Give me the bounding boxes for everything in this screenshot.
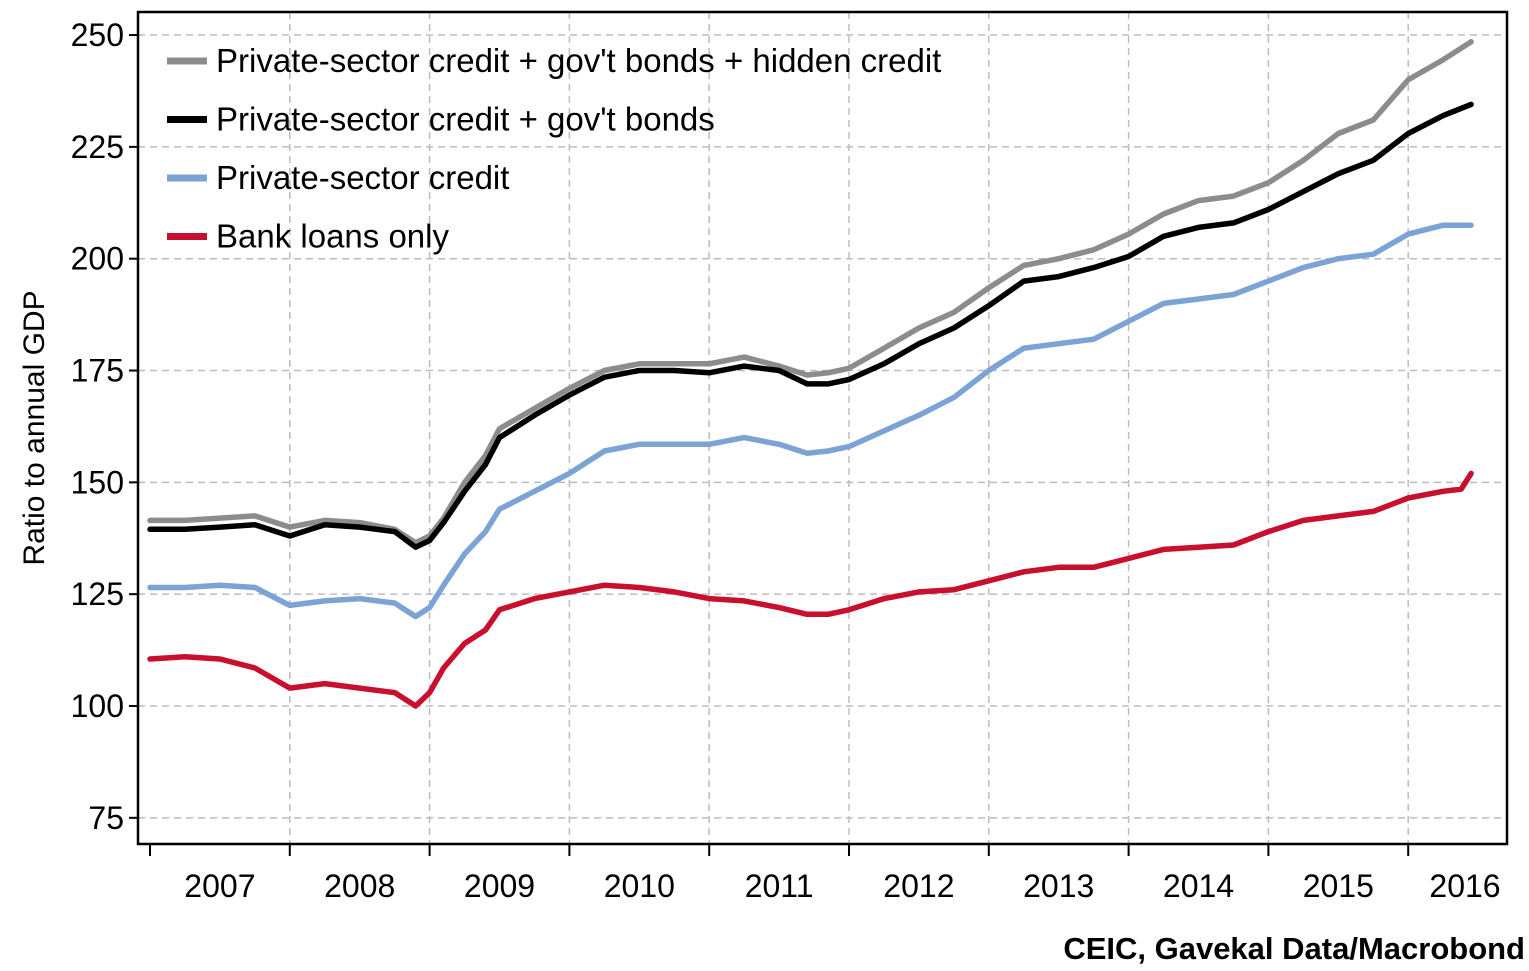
source-note: CEIC, Gavekal Data/Macrobond	[1063, 931, 1525, 966]
y-tick-label: 125	[71, 576, 124, 612]
gridlines	[138, 12, 1507, 844]
y-tick-label: 225	[71, 129, 124, 165]
y-axis-title: Ratio to annual GDP	[18, 290, 51, 565]
x-tick-label: 2008	[324, 868, 395, 904]
series-line	[147, 470, 1474, 709]
x-tick-label: 2014	[1163, 868, 1234, 904]
series-lines	[147, 39, 1474, 709]
y-axis: 75 100 125 150 175 200 225 250	[71, 17, 138, 836]
series-line	[147, 101, 1474, 550]
x-axis: 2007 2008 2009 2010 2011 2012 2013 2014 2015 2016	[149, 844, 1501, 904]
x-tick-label: 2011	[745, 868, 814, 904]
x-tick-label: 2009	[464, 868, 535, 904]
x-tick-label: 2010	[604, 868, 675, 904]
plot-frame	[136, 10, 1509, 846]
x-tick-label: 2012	[883, 868, 954, 904]
x-tick-label: 2007	[184, 868, 255, 904]
series-line	[147, 222, 1474, 620]
y-tick-label: 250	[71, 17, 124, 53]
legend-label: Private-sector credit	[216, 159, 509, 196]
y-tick-label: 175	[71, 353, 124, 389]
legend-label: Bank loans only	[216, 218, 449, 255]
x-tick-label: 2013	[1023, 868, 1094, 904]
legend-label: Private-sector credit + gov't bonds + hi…	[216, 42, 941, 79]
legend: Private-sector credit + gov't bonds + hi…	[167, 42, 941, 255]
y-tick-label: 200	[71, 241, 124, 277]
y-tick-label: 150	[71, 464, 124, 500]
x-tick-label: 2015	[1303, 868, 1374, 904]
y-tick-label: 100	[71, 688, 124, 724]
x-tick-label: 2016	[1429, 868, 1500, 904]
legend-label: Private-sector credit + gov't bonds	[216, 101, 715, 138]
y-tick-label: 75	[88, 800, 124, 836]
